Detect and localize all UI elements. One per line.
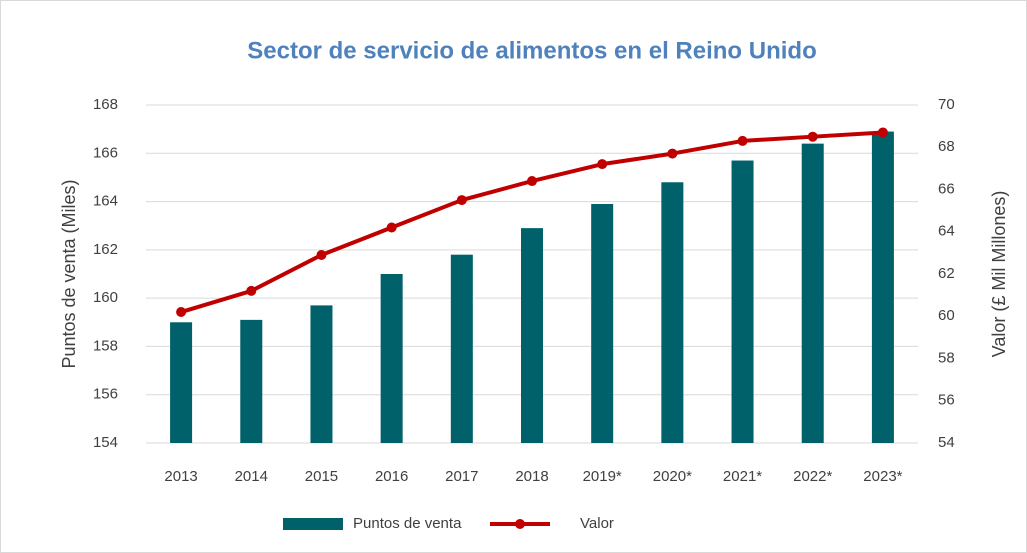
x-tick-label: 2018 [515, 468, 548, 485]
y-tick-label: 168 [93, 96, 118, 113]
y-tick-label: 154 [93, 434, 118, 451]
legend-swatch [283, 518, 343, 530]
marker [176, 307, 187, 318]
bar [240, 319, 263, 443]
marker [246, 285, 257, 296]
bar [801, 143, 824, 443]
bar [450, 254, 473, 443]
y2-tick-label: 60 [938, 307, 955, 324]
y-tick-label: 158 [93, 337, 118, 354]
y2-axis-label: Valor (£ Mil Millones) [989, 191, 1009, 358]
y-axis-label: Puntos de venta (Miles) [59, 179, 79, 368]
legend-label: Valor [580, 515, 614, 532]
marker [386, 222, 397, 233]
y2-tick-label: 62 [938, 265, 955, 282]
bar [521, 228, 543, 443]
bar [170, 322, 193, 443]
x-tick-label: 2022* [793, 468, 832, 485]
x-tick-label: 2017 [445, 468, 478, 485]
bar [871, 131, 894, 444]
bar [731, 160, 754, 443]
legend-swatch [515, 519, 525, 529]
y-tick-label: 162 [93, 241, 118, 258]
y2-tick-label: 56 [938, 392, 955, 409]
x-tick-label: 2019* [583, 468, 622, 485]
marker [877, 127, 888, 138]
y-tick-label: 166 [93, 144, 118, 161]
y2-tick-label: 70 [938, 96, 955, 113]
marker [456, 195, 467, 206]
bar [380, 274, 403, 443]
y2-tick-label: 68 [938, 138, 955, 155]
y2-tick-label: 64 [938, 223, 955, 240]
x-tick-label: 2021* [723, 468, 762, 485]
y-tick-label: 156 [93, 386, 118, 403]
y-tick-label: 160 [93, 289, 118, 306]
marker [737, 135, 748, 146]
x-tick-label: 2015 [305, 468, 338, 485]
y2-tick-label: 54 [938, 434, 955, 451]
marker [597, 159, 608, 170]
x-tick-label: 2014 [235, 468, 268, 485]
bar [661, 182, 684, 443]
legend-label: Puntos de venta [353, 515, 462, 532]
x-tick-label: 2020* [653, 468, 692, 485]
marker [527, 176, 537, 187]
y2-tick-label: 58 [938, 349, 955, 366]
y2-tick-label: 66 [938, 180, 955, 197]
y-tick-label: 164 [93, 193, 118, 210]
chart-title: Sector de servicio de alimentos en el Re… [247, 37, 816, 64]
bar [310, 305, 333, 443]
x-tick-label: 2023* [863, 468, 902, 485]
x-tick-label: 2016 [375, 468, 408, 485]
marker [667, 148, 678, 159]
bar [591, 203, 614, 443]
x-tick-label: 2013 [164, 468, 197, 485]
marker [316, 249, 327, 260]
marker [807, 131, 818, 142]
